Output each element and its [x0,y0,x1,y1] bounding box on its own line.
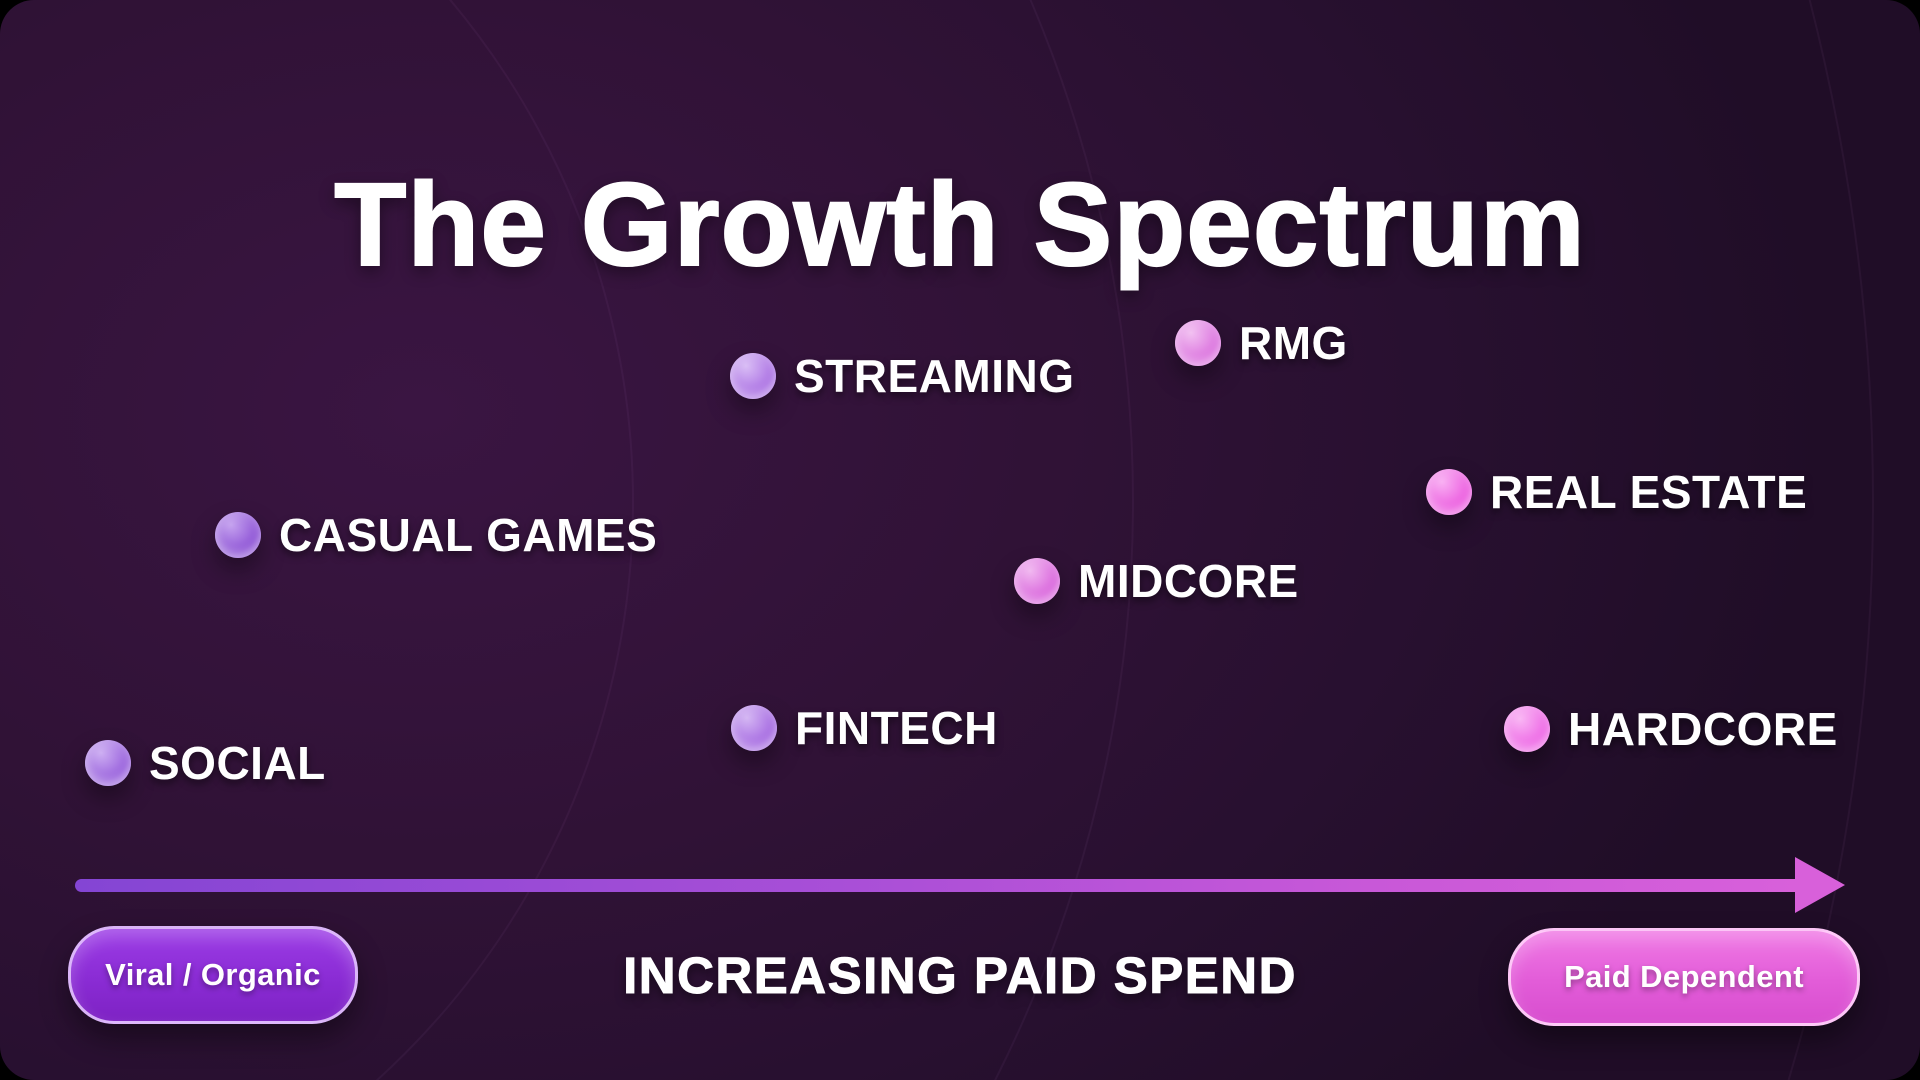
data-point-dot [1014,558,1060,604]
page-title: The Growth Spectrum [333,159,1586,292]
data-point-dot [1426,469,1472,515]
data-point-dot [1504,706,1550,752]
data-point-label: REAL ESTATE [1490,466,1808,518]
paid-dependent-badge-label: Paid Dependent [1564,959,1804,994]
data-point-label: MIDCORE [1078,555,1299,607]
data-point: HARDCORE [1504,703,1838,755]
arrow-right-icon [1795,857,1845,913]
viral-organic-badge-label: Viral / Organic [105,957,321,992]
data-point-label: HARDCORE [1568,703,1838,755]
data-point-dot [730,353,776,399]
data-point-dot [215,512,261,558]
data-point-label: STREAMING [794,350,1075,402]
paid-dependent-badge[interactable]: Paid Dependent [1508,928,1860,1026]
data-point-label: SOCIAL [149,737,326,789]
data-point: RMG [1175,317,1348,369]
data-point: REAL ESTATE [1426,466,1807,518]
data-point: SOCIAL [85,737,326,789]
axis-caption: INCREASING PAID SPEND [623,947,1297,1005]
data-point-label: CASUAL GAMES [279,509,658,561]
data-point-dot [85,740,131,786]
data-point-label: RMG [1239,317,1348,369]
data-point-label: FINTECH [795,702,998,754]
paid-spend-axis-arrow [75,879,1803,892]
data-point: MIDCORE [1014,555,1299,607]
data-point-dot [1175,320,1221,366]
data-point: STREAMING [730,350,1075,402]
data-point: CASUAL GAMES [215,509,657,561]
data-point: FINTECH [731,702,998,754]
data-point-dot [731,705,777,751]
viral-organic-badge[interactable]: Viral / Organic [68,926,358,1024]
